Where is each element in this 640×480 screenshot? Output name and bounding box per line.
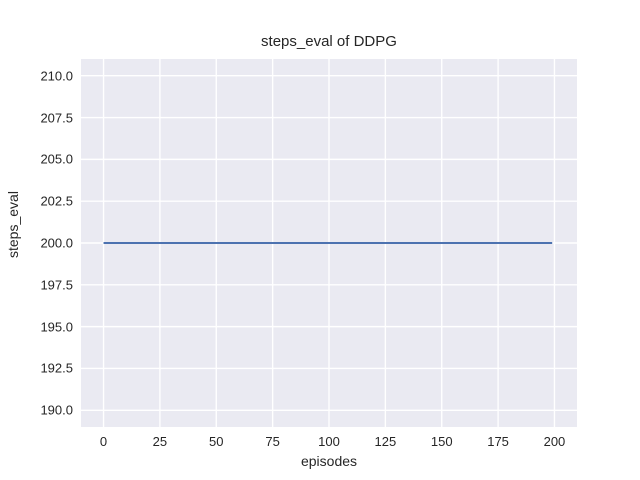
x-tick-label: 200: [543, 434, 566, 449]
x-tick-label: 175: [487, 434, 509, 449]
y-tick-label: 192.5: [40, 360, 73, 376]
x-tick-label: 150: [430, 434, 453, 449]
y-tick-label: 190.0: [40, 402, 73, 418]
y-tick-label: 210.0: [40, 68, 73, 84]
x-axis-label: episodes: [300, 453, 358, 469]
x-tick-label: 50: [209, 434, 224, 449]
y-tick-label: 202.5: [40, 193, 73, 209]
x-tick-label: 25: [152, 434, 168, 449]
chart-title: steps_eval of DDPG: [261, 33, 397, 50]
x-tick-label: 75: [265, 434, 280, 449]
y-axis-label: steps_eval: [5, 191, 21, 258]
plot-canvas: [81, 59, 577, 427]
y-tick-label: 197.5: [40, 277, 73, 293]
y-tick-label: 205.0: [40, 151, 73, 167]
y-tick-label: 200.0: [40, 235, 73, 251]
x-tick-label: 100: [318, 434, 340, 449]
x-tick-label: 125: [374, 434, 397, 449]
plot-area: [81, 59, 577, 427]
x-tick-label: 0: [99, 434, 108, 449]
y-tick-label: 207.5: [40, 110, 73, 126]
y-tick-label: 195.0: [40, 319, 73, 335]
